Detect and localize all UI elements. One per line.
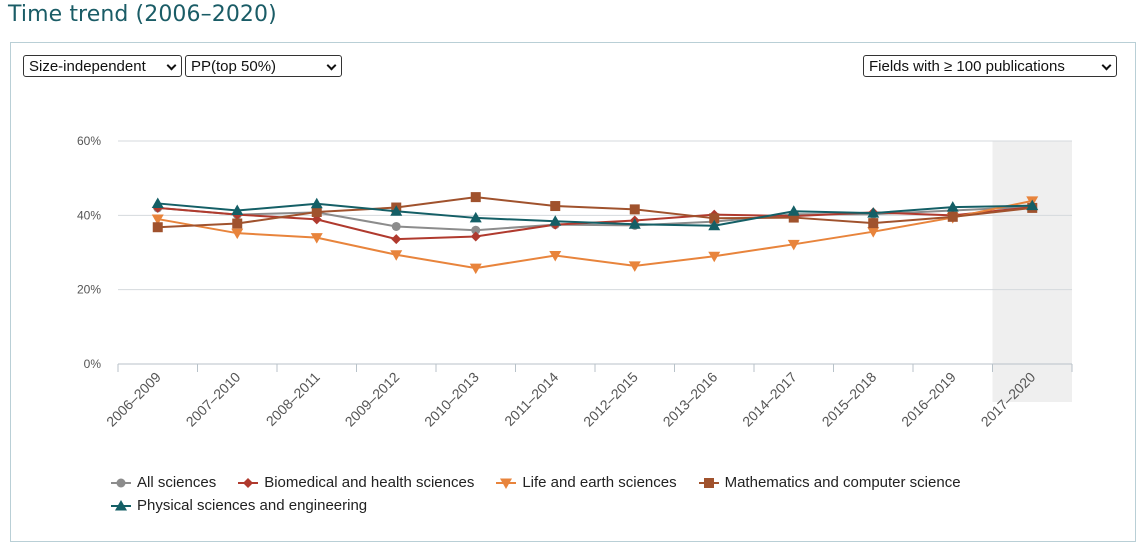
- legend-item-life-and-earth-sciences[interactable]: Life and earth sciences: [496, 471, 677, 494]
- chart-panel: Size-independent PP(top 50%) Fields with…: [10, 42, 1136, 542]
- data-point-physical-sciences-and-engineering: [549, 215, 562, 226]
- legend-circle-icon: [111, 478, 131, 487]
- legend-label: Mathematics and computer science: [724, 474, 961, 491]
- data-point-mathematics-and-computer-science: [152, 222, 163, 233]
- data-point-physical-sciences-and-engineering: [708, 219, 721, 231]
- data-point-mathematics-and-computer-science: [232, 218, 243, 229]
- legend-marker: [500, 478, 513, 489]
- data-point-mathematics-and-computer-science: [550, 201, 561, 212]
- data-point-physical-sciences-and-engineering: [231, 204, 244, 216]
- data-point-life-and-earth-sciences: [708, 251, 721, 263]
- data-point-physical-sciences-and-engineering: [390, 205, 403, 216]
- legend-diamond-icon: [238, 477, 259, 488]
- page-title: Time trend (2006–2020): [8, 2, 277, 27]
- data-point-physical-sciences-and-engineering: [787, 205, 800, 216]
- data-point-physical-sciences-and-engineering: [1026, 199, 1039, 211]
- legend-marker: [116, 478, 126, 487]
- y-tick-label: 60%: [77, 134, 101, 148]
- data-point-mathematics-and-computer-science: [947, 211, 958, 222]
- data-point-physical-sciences-and-engineering: [867, 207, 880, 218]
- legend-label: All sciences: [137, 474, 217, 491]
- data-point-physical-sciences-and-engineering: [946, 201, 959, 212]
- chart-legend: All sciences Biomedical and health scienc…: [111, 471, 1071, 517]
- legend-marker: [115, 499, 127, 510]
- legend-item-mathematics-and-computer-science[interactable]: Mathematics and computer science: [698, 471, 961, 494]
- data-point-mathematics-and-computer-science: [709, 213, 720, 224]
- legend-marker: [243, 477, 254, 488]
- x-tick-label: 2015–2018: [819, 369, 880, 430]
- data-point-mathematics-and-computer-science: [311, 206, 322, 217]
- data-point-life-and-earth-sciences: [231, 228, 244, 240]
- x-tick-label: 2008–2011: [263, 369, 323, 429]
- data-point-mathematics-and-computer-science: [868, 218, 879, 229]
- series-line-life-and-earth-sciences: [157, 199, 1033, 270]
- legend-label: Biomedical and health sciences: [264, 474, 475, 491]
- legend-square-icon: [698, 477, 719, 488]
- fields-filter-value: Fields with ≥ 100 publications: [869, 58, 1065, 75]
- legend-triangle-up-icon: [111, 499, 131, 510]
- indicator-dropdown[interactable]: PP(top 50%): [185, 55, 342, 77]
- legend-label: Life and earth sciences: [522, 474, 677, 491]
- x-tick-label: 2012–2015: [580, 369, 641, 430]
- legend-item-biomedical-and-health-sciences[interactable]: Biomedical and health sciences: [238, 471, 474, 494]
- y-tick-label: 40%: [77, 208, 101, 222]
- metric-type-dropdown[interactable]: Size-independent: [23, 55, 182, 77]
- y-tick-label: 20%: [77, 283, 101, 297]
- data-point-life-and-earth-sciences: [310, 233, 323, 244]
- data-point-life-and-earth-sciences: [867, 227, 880, 238]
- x-tick-label: 2013–2016: [660, 369, 721, 430]
- x-tick-label: 2006–2009: [103, 369, 164, 430]
- indicator-value: PP(top 50%): [191, 58, 277, 75]
- data-point-life-and-earth-sciences: [628, 261, 641, 272]
- x-tick-label: 2009–2012: [342, 369, 403, 430]
- data-point-life-and-earth-sciences: [549, 250, 562, 262]
- x-tick-label: 2011–2014: [501, 369, 561, 429]
- data-point-mathematics-and-computer-science: [788, 212, 799, 223]
- x-tick-label: 2007–2010: [183, 369, 244, 430]
- data-point-physical-sciences-and-engineering: [628, 218, 641, 229]
- x-tick-label: 2014–2017: [739, 369, 800, 430]
- legend-marker: [703, 477, 714, 488]
- x-tick-label: 2016–2019: [898, 369, 959, 430]
- legend-triangle-down-icon: [496, 478, 517, 489]
- legend-label: Physical sciences and engineering: [137, 497, 368, 514]
- data-point-all-sciences: [471, 225, 481, 235]
- series-line-physical-sciences-and-engineering: [157, 202, 1033, 227]
- data-point-mathematics-and-computer-science: [470, 192, 481, 203]
- data-point-physical-sciences-and-engineering: [151, 197, 164, 208]
- line-chart: 0% 20% 40% 60% 2006–2009 2007–2010 2008–2011 20…: [77, 134, 1073, 430]
- data-point-life-and-earth-sciences: [151, 214, 164, 226]
- data-point-physical-sciences-and-engineering: [310, 197, 323, 209]
- data-point-physical-sciences-and-engineering: [469, 211, 482, 223]
- data-point-biomedical-and-health-sciences: [470, 231, 481, 242]
- legend-item-physical-sciences-and-engineering[interactable]: Physical sciences and engineering: [111, 494, 367, 517]
- series-line-mathematics-and-computer-science: [157, 196, 1033, 229]
- data-point-all-sciences: [391, 221, 401, 231]
- legend-item-all-sciences[interactable]: All sciences: [111, 471, 216, 494]
- highlight-band: [992, 141, 1072, 402]
- fields-filter-dropdown[interactable]: Fields with ≥ 100 publications: [863, 55, 1117, 77]
- data-point-life-and-earth-sciences: [390, 250, 403, 261]
- x-tick-label: 2010–2013: [421, 369, 482, 430]
- data-point-biomedical-and-health-sciences: [391, 234, 402, 245]
- metric-type-value: Size-independent: [29, 58, 146, 75]
- y-tick-label: 0%: [84, 357, 102, 371]
- data-point-mathematics-and-computer-science: [629, 204, 640, 215]
- data-point-life-and-earth-sciences: [787, 239, 800, 251]
- data-point-life-and-earth-sciences: [469, 263, 482, 275]
